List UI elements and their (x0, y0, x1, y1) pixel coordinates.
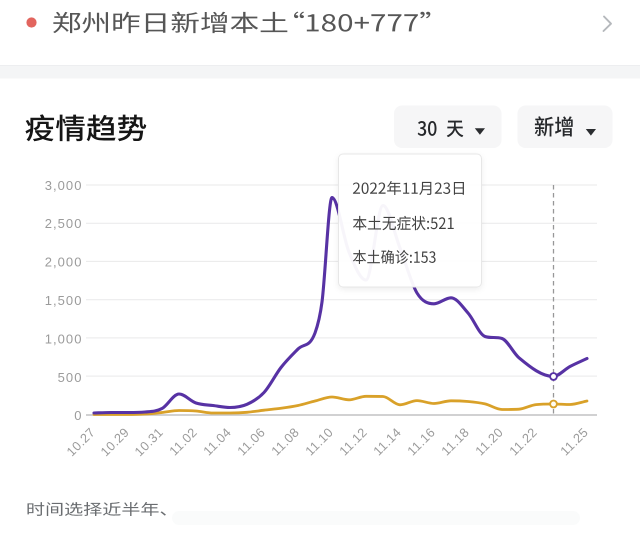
svg-text:3,000: 3,000 (45, 178, 83, 193)
svg-text:11.04: 11.04 (200, 425, 234, 459)
svg-text:0: 0 (74, 408, 82, 423)
svg-text:11.16: 11.16 (404, 425, 438, 459)
svg-text:500: 500 (58, 370, 83, 385)
svg-text:11.12: 11.12 (336, 425, 370, 459)
svg-text:11.18: 11.18 (438, 425, 472, 459)
svg-text:11.02: 11.02 (166, 425, 200, 459)
svg-text:11.20: 11.20 (472, 425, 506, 459)
svg-text:2,000: 2,000 (45, 254, 83, 269)
svg-text:10.29: 10.29 (97, 425, 132, 460)
svg-text:2,500: 2,500 (45, 216, 83, 231)
svg-text:11.06: 11.06 (234, 425, 268, 459)
svg-text:1,000: 1,000 (45, 332, 83, 347)
svg-text:11.10: 11.10 (302, 425, 336, 459)
svg-text:11.08: 11.08 (268, 425, 302, 459)
svg-text:1,500: 1,500 (45, 293, 83, 308)
svg-text:10.27: 10.27 (63, 425, 98, 460)
svg-text:11.14: 11.14 (370, 425, 404, 459)
svg-text:11.22: 11.22 (506, 425, 540, 459)
svg-text:10.31: 10.31 (131, 425, 166, 460)
svg-text:11.25: 11.25 (557, 425, 591, 459)
